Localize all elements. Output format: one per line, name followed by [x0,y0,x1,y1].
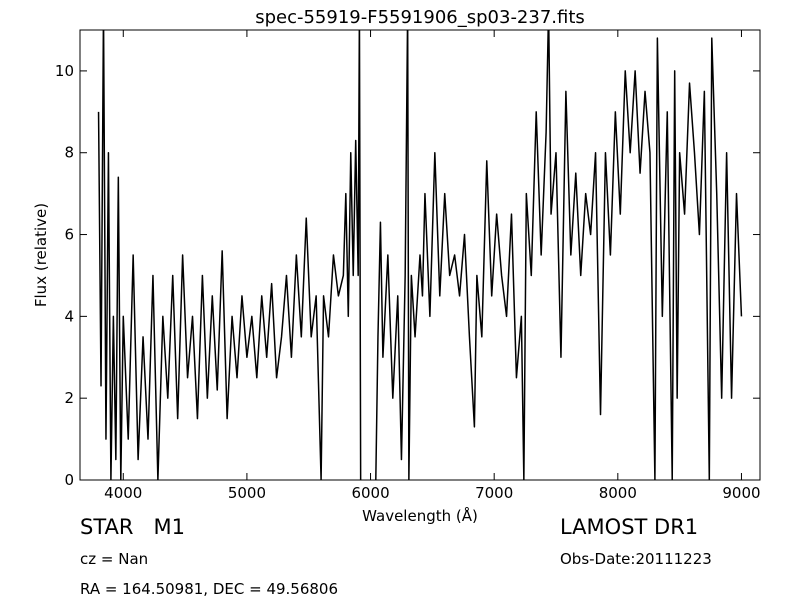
y-tick-label: 4 [64,307,74,325]
y-tick-label: 2 [64,389,74,407]
axes-frame [79,29,761,481]
annotation: cz = Nan [80,550,148,568]
annotation: Obs-Date:20111223 [560,550,712,568]
y-tick-label: 8 [64,144,74,162]
annotation: STAR M1 [80,515,185,539]
plot-area [97,30,743,480]
x-tick-label: 8000 [599,484,637,502]
y-tick-label: 10 [55,62,74,80]
x-tick-label: 6000 [351,484,389,502]
x-tick-label: 4000 [104,484,142,502]
y-tick-label: 0 [64,471,74,489]
x-axis-label: Wavelength (Å) [362,506,478,525]
x-tick-label: 7000 [475,484,513,502]
chart-title: spec-55919-F5591906_sp03-237.fits [255,7,585,28]
x-tick-label: 5000 [228,484,266,502]
spectrum-line [97,30,743,480]
annotation: LAMOST DR1 [560,515,698,539]
y-tick-label: 6 [64,226,74,244]
x-tick-label: 9000 [722,484,760,502]
y-axis-label: Flux (relative) [32,203,50,307]
annotation: RA = 164.50981, DEC = 49.56806 [80,580,338,598]
